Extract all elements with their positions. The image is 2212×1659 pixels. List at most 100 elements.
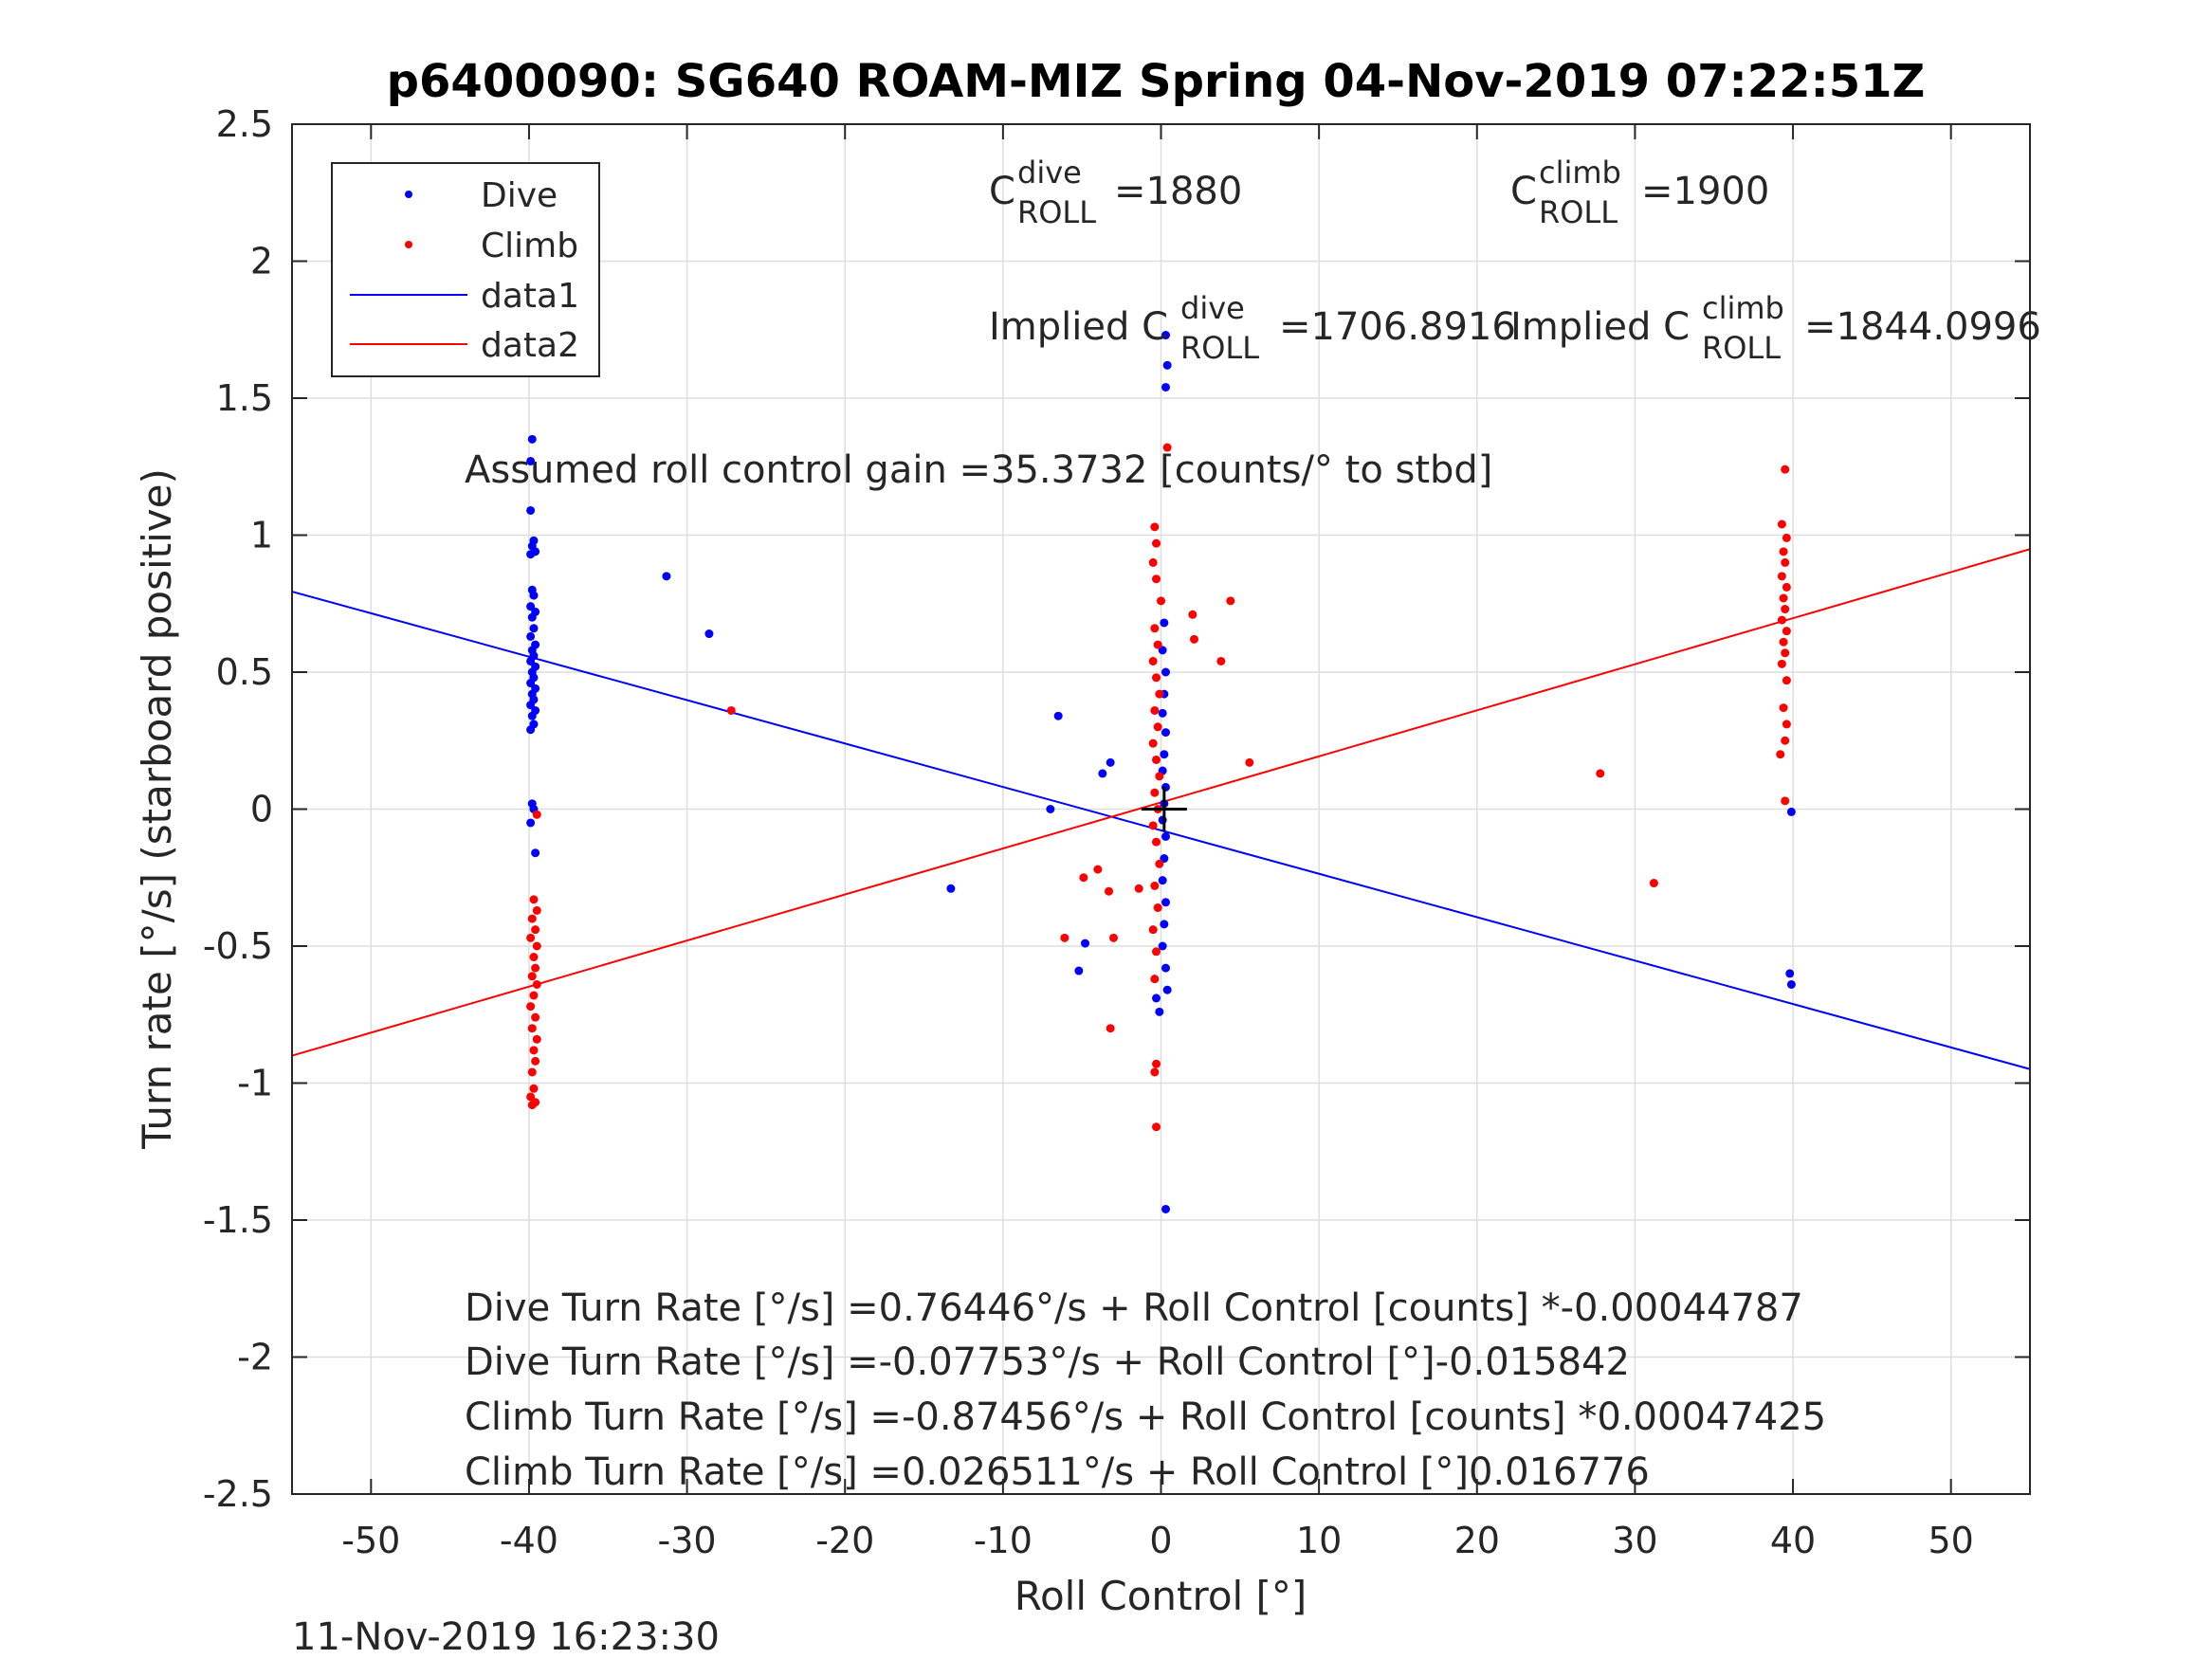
point-climb [532,979,541,989]
c-climb-base: C [1510,170,1537,213]
point-climb [1106,1024,1115,1033]
c-climb-value: =1900 [1641,170,1769,213]
point-climb [1226,596,1235,606]
data-points [526,279,1796,1213]
point-climb [1777,572,1786,581]
point-dive [1158,708,1167,718]
axis-ticks [292,123,2030,1495]
c-dive-value: =1880 [1114,170,1242,213]
c-climb-sub: ROLL [1539,194,1618,230]
point-climb [532,941,541,951]
point-climb [1093,865,1103,874]
equation-3: Climb Turn Rate [°/s] =-0.87456°/s + Rol… [465,1395,1826,1439]
point-climb [1148,738,1158,748]
legend-dive-label: Dive [481,176,558,215]
point-climb [526,1002,536,1012]
point-dive [1161,667,1170,677]
x-tick-label: -50 [341,1520,400,1561]
point-climb [1153,903,1162,913]
x-tick-label: 50 [1929,1520,1974,1561]
centroid-marker [1141,786,1187,832]
point-dive [526,631,536,641]
point-climb [1152,574,1161,584]
point-dive [1160,920,1169,929]
point-climb [1188,610,1197,619]
series-climb [526,443,1791,1132]
x-tick-labels: -50 -40 -30 -20 -10 0 10 20 30 40 50 [341,1520,1974,1561]
y-tick-label: -0.5 [203,925,273,967]
x-tick-label: -20 [815,1520,874,1561]
point-climb [529,895,539,904]
point-climb [1781,796,1790,806]
point-climb [1105,886,1114,896]
point-climb [529,991,539,1000]
equation-4: Climb Turn Rate [°/s] =0.026511°/s + Rol… [465,1450,1650,1494]
point-climb [1777,659,1786,668]
point-dive [1786,979,1796,989]
c-dive-sup: dive [1017,155,1082,191]
point-climb [1189,634,1198,644]
implied-dive-value: =1706.8916 [1279,305,1516,349]
point-climb [726,705,736,715]
point-dive [1158,941,1167,951]
point-climb [1777,520,1786,529]
point-climb [1781,736,1790,745]
fit-line-data1 [291,591,2031,1070]
point-dive [1162,985,1172,994]
y-tick-label: 2.5 [216,103,273,145]
point-climb [1157,596,1165,606]
y-tick-label: -2 [237,1337,273,1378]
point-climb [531,1012,540,1022]
point-dive [527,434,537,444]
point-dive [1074,966,1084,975]
point-dive [526,818,536,828]
point-dive [526,456,536,465]
y-tick-label: 1 [250,515,273,556]
x-tick-label: -30 [658,1520,717,1561]
point-dive [946,884,956,893]
x-tick-label: -40 [500,1520,558,1561]
series-dive [526,279,1796,1213]
point-climb [1779,593,1788,603]
point-dive [662,572,671,581]
point-climb [1079,873,1088,883]
point-climb [531,1056,540,1066]
point-dive [529,591,539,600]
legend-climb-marker [405,241,412,248]
x-tick-label: 20 [1454,1520,1500,1561]
implied-dive-sup: dive [1180,290,1245,326]
legend-box [331,162,600,377]
y-tick-label: -1.5 [203,1199,273,1241]
point-climb [527,914,537,923]
y-tick-label: 0.5 [216,651,273,693]
x-tick-label: 30 [1612,1520,1657,1561]
point-climb [1596,769,1605,778]
equation-1: Dive Turn Rate [°/s] =0.76446°/s + Roll … [465,1286,1803,1330]
y-tick-label: 1.5 [216,377,273,419]
point-climb [1148,557,1158,567]
x-tick-label: -10 [974,1520,1033,1561]
point-climb [1155,689,1164,699]
point-climb [1779,637,1788,647]
implied-climb-base: Implied C [1510,305,1690,349]
point-dive [1162,360,1172,370]
point-dive [1046,805,1055,813]
point-dive [526,725,536,735]
point-climb [527,1101,537,1110]
point-dive [1155,1007,1164,1016]
legend: Dive Climb data1 data2 [331,162,600,377]
legend-climb-label: Climb [481,227,578,265]
point-dive [527,711,537,720]
point-dive [1161,331,1170,340]
point-climb [527,1067,537,1077]
legend-dive-marker [405,191,412,198]
point-climb [1152,1059,1161,1068]
point-climb [1782,676,1791,685]
point-climb [1782,582,1791,592]
point-dive [1161,831,1170,841]
point-dive [1786,807,1796,816]
point-dive [1161,963,1170,973]
point-climb [1109,933,1119,942]
point-climb [1781,648,1790,658]
c-dive-base: C [989,170,1015,213]
